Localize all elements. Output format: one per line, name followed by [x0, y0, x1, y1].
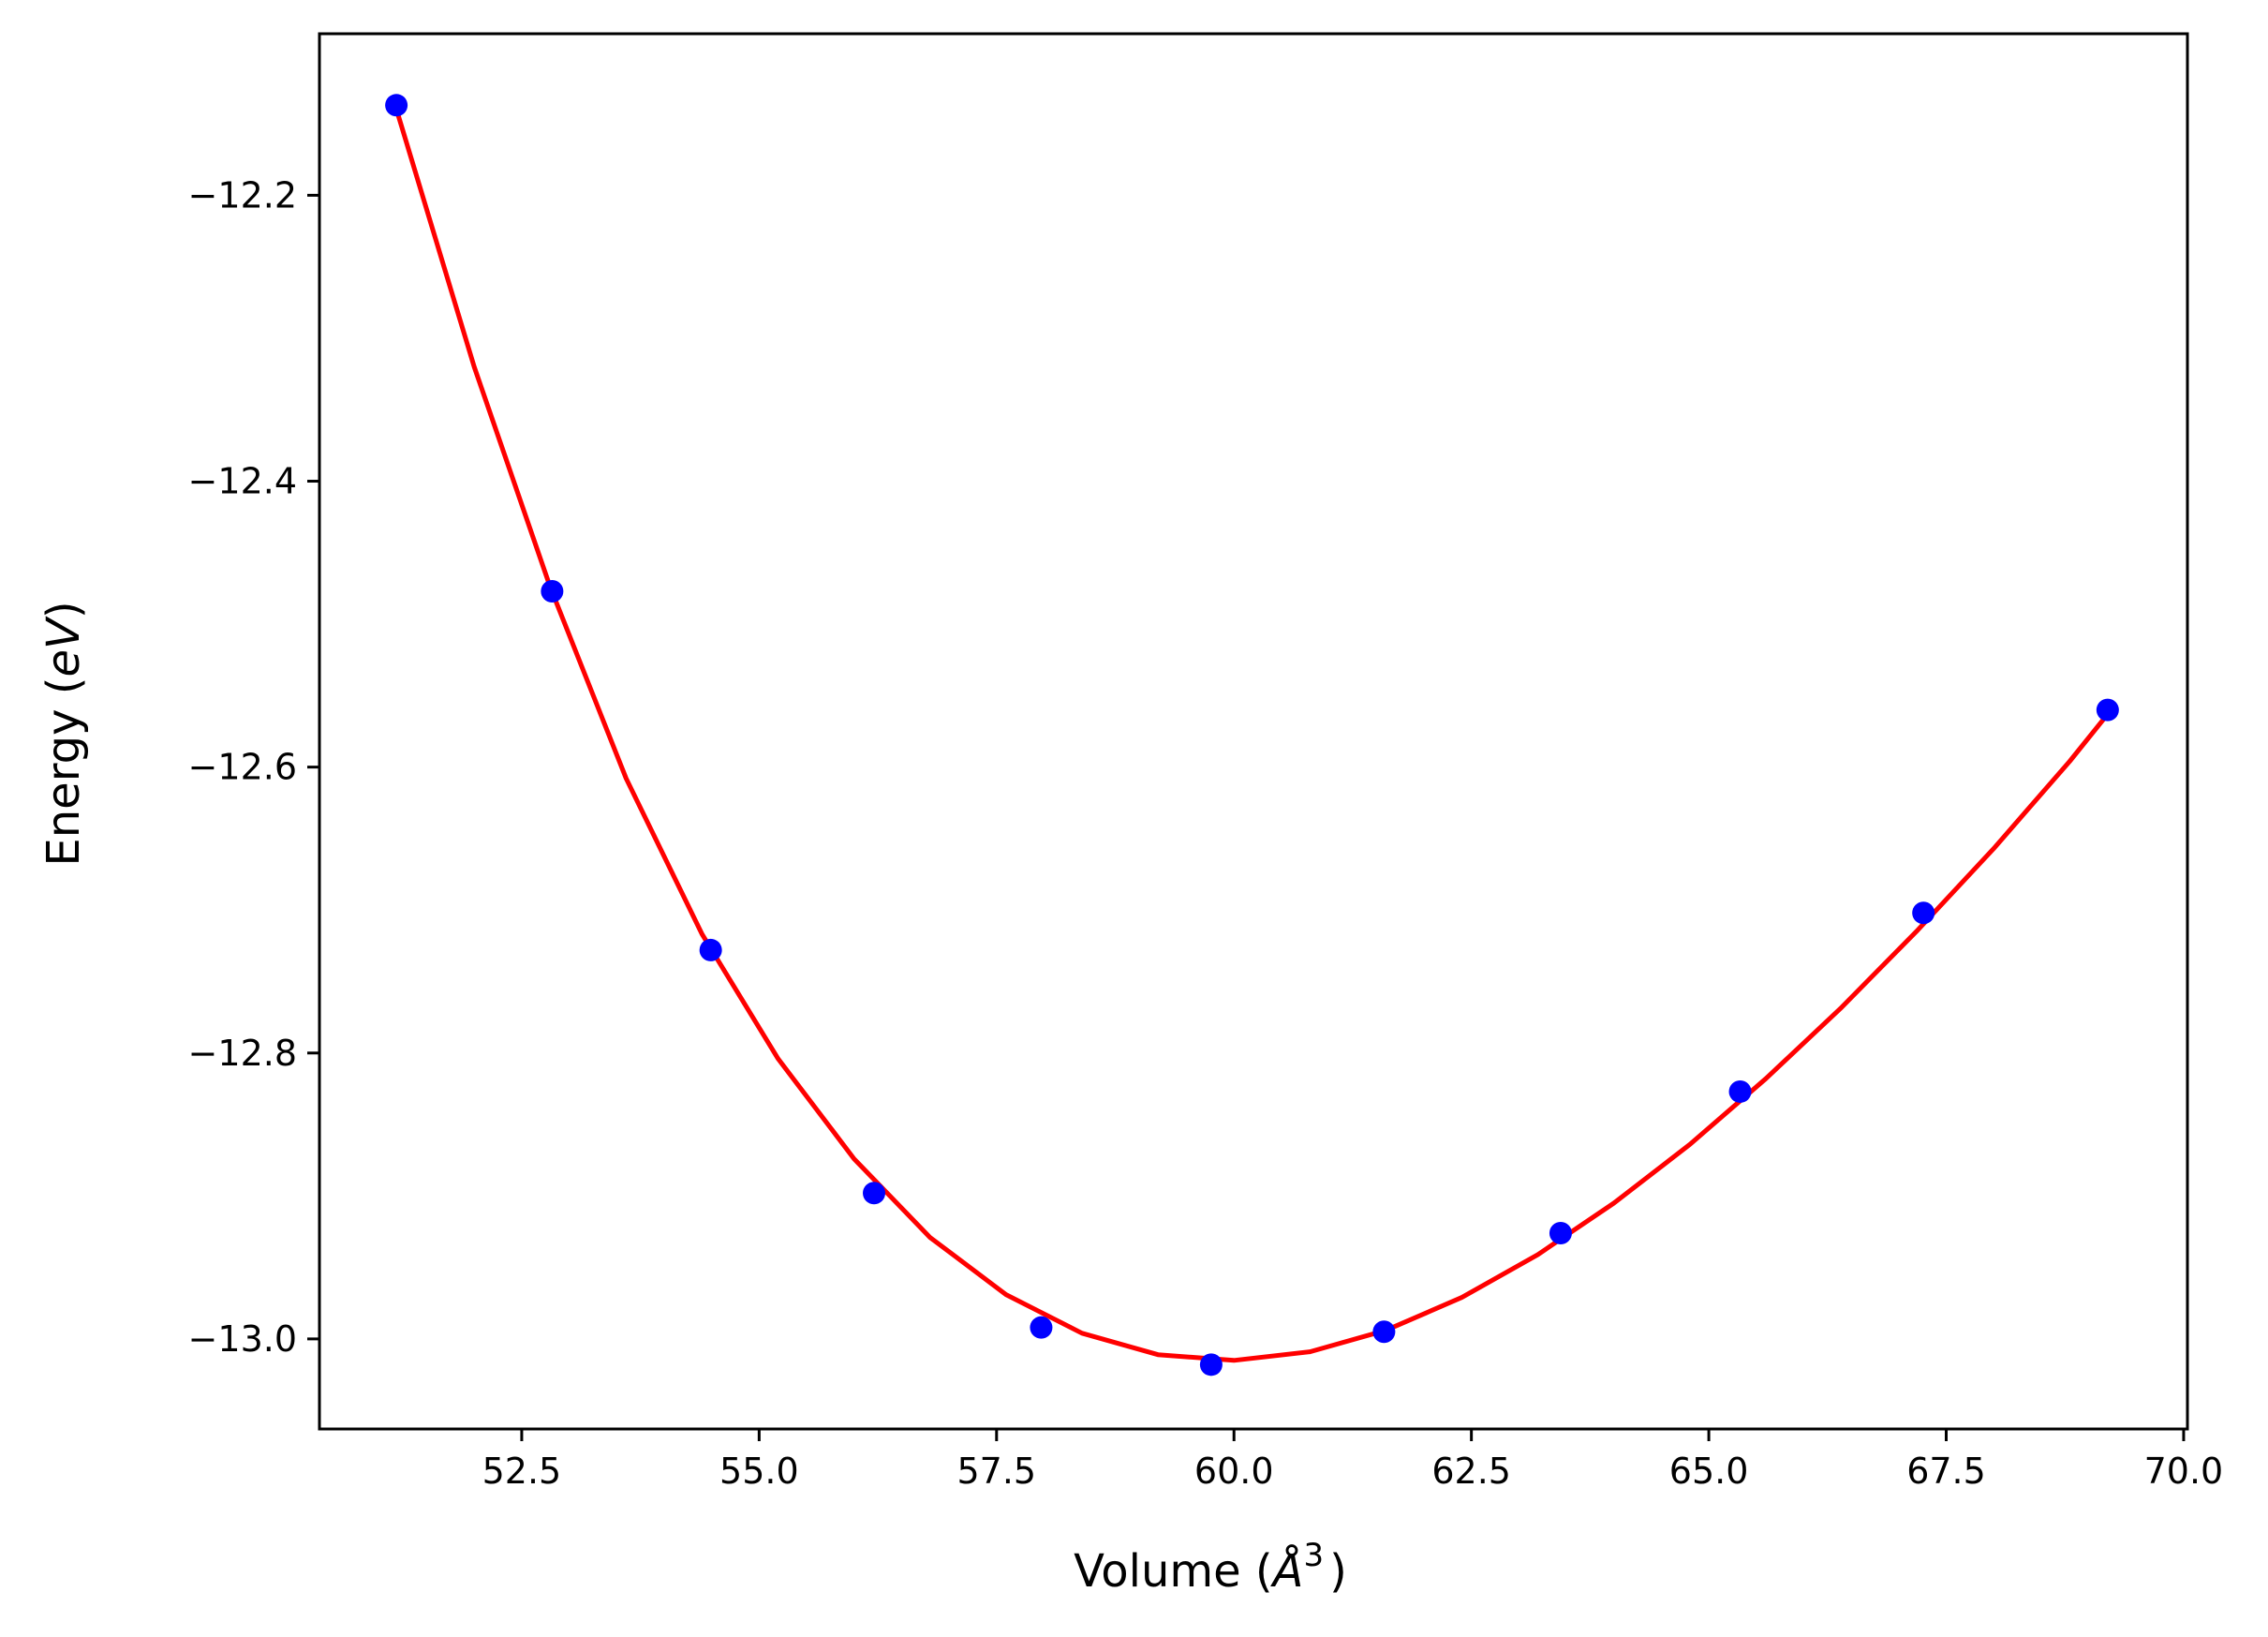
data-point — [863, 1182, 886, 1205]
y-axis-ticks: −12.2 −12.4 −12.6 −12.8 −13.0 — [188, 174, 319, 1360]
data-point — [699, 938, 722, 961]
y-tick-label: −12.4 — [188, 461, 297, 502]
data-points-layer — [385, 94, 2119, 1377]
x-tick-label: 67.5 — [1906, 1451, 1986, 1492]
plot-frame — [318, 32, 2189, 1431]
y-tick-label: −12.8 — [188, 1033, 297, 1074]
data-point — [1912, 901, 1935, 925]
x-tick-label: 65.0 — [1669, 1451, 1749, 1492]
data-point — [1372, 1320, 1396, 1344]
x-tick-label: 60.0 — [1194, 1451, 1274, 1492]
x-tick-label: 52.5 — [482, 1451, 562, 1492]
x-tick-label: 55.0 — [719, 1451, 799, 1492]
data-point — [1549, 1221, 1572, 1244]
data-point — [1199, 1353, 1223, 1377]
x-tick-label: 70.0 — [2144, 1451, 2224, 1492]
data-point — [1030, 1316, 1053, 1339]
plot-area — [318, 32, 2189, 1431]
fit-curve-layer — [395, 112, 2111, 1363]
x-tick-label: 57.5 — [956, 1451, 1036, 1492]
data-point — [541, 579, 564, 603]
x-axis-label: Volume (Å3) — [1074, 1537, 1347, 1598]
x-tick-label: 62.5 — [1431, 1451, 1511, 1492]
y-tick-label: −12.2 — [188, 174, 297, 216]
y-axis-label: Energy (eV) — [37, 601, 90, 866]
y-tick-label: −13.0 — [188, 1318, 297, 1360]
data-point — [1728, 1079, 1752, 1103]
data-point — [385, 94, 408, 117]
y-tick-label: −12.6 — [188, 747, 297, 788]
data-point — [2096, 698, 2119, 722]
fit-curve-line — [395, 112, 2111, 1363]
x-axis-ticks: 52.5 55.0 57.5 60.0 62.5 65.0 67.5 70.0 — [482, 1429, 2224, 1492]
